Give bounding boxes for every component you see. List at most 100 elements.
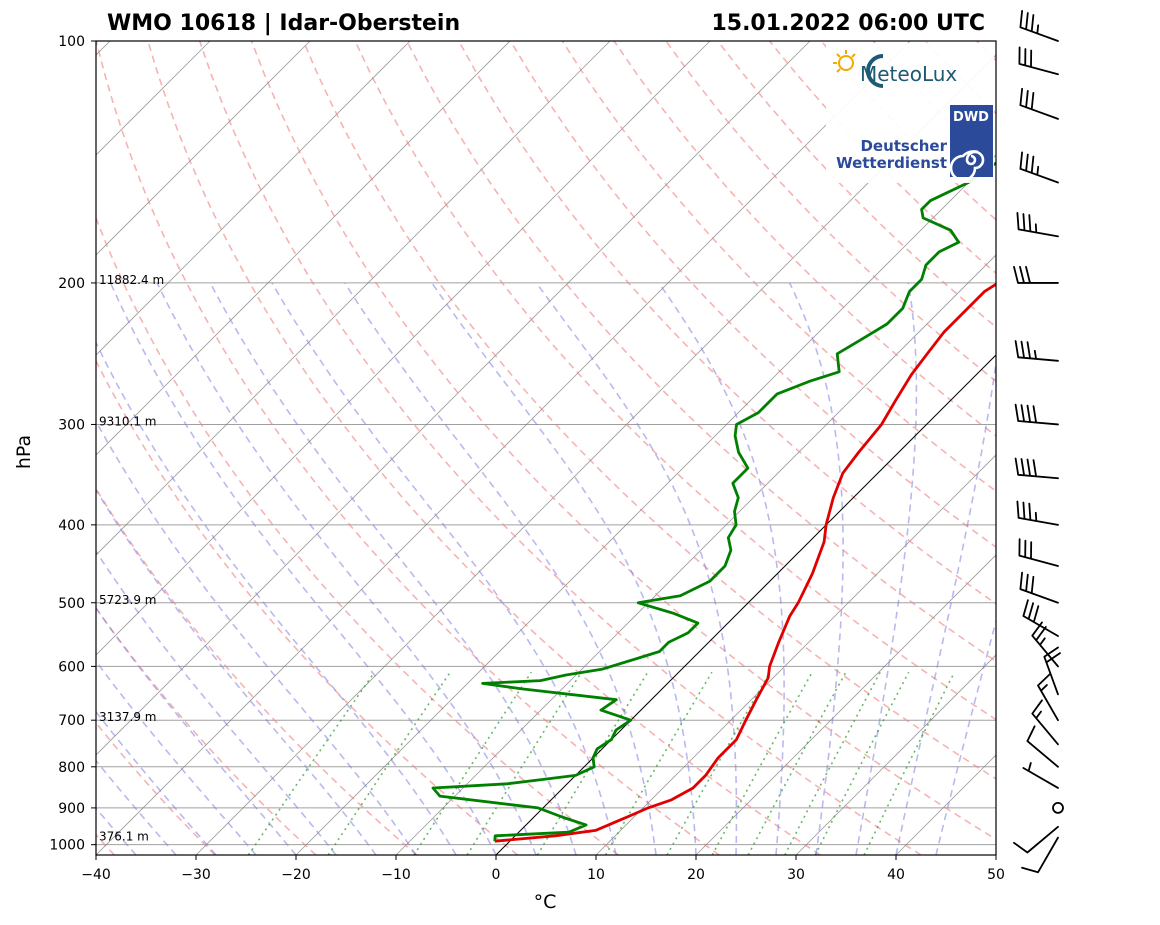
x-tick-label: 30 — [787, 867, 805, 883]
moist-adiabat-line — [535, 282, 738, 855]
meteolux-text: MeteoLux — [860, 62, 957, 86]
x-tick-label: 50 — [987, 867, 1005, 883]
background-lines — [0, 41, 996, 855]
wind-barb — [1021, 836, 1059, 874]
moist-adiabat-line — [788, 282, 844, 855]
height-label: 5723.9 m — [99, 593, 157, 607]
wind-barb — [1019, 10, 1059, 42]
dry-adiabat-line — [976, 41, 996, 62]
chart-title-station: WMO 10618 | Idar-Oberstein — [107, 11, 460, 36]
y-tick-label: 300 — [58, 417, 85, 433]
x-tick-label: −10 — [381, 867, 411, 883]
wind-barb — [1031, 699, 1059, 746]
isotherm-line — [96, 41, 911, 855]
isotherm-line — [96, 41, 511, 456]
x-tick-label: 40 — [887, 867, 905, 883]
isotherm-line — [595, 454, 996, 855]
y-tick-label: 700 — [58, 713, 85, 729]
dwd-logo: DWD Deutscher Wetterdienst — [836, 105, 993, 182]
height-label: 3137.9 m — [99, 710, 157, 724]
wind-barb — [1013, 266, 1059, 284]
y-tick-label: 100 — [58, 34, 85, 50]
moist-adiabat-line — [96, 710, 217, 855]
x-tick-label: −40 — [81, 867, 111, 883]
dry-adiabat-line — [96, 487, 418, 855]
mixing-ratio-line — [814, 671, 910, 855]
moist-adiabat-line — [935, 618, 996, 855]
isotherm-line — [96, 41, 611, 556]
dry-adiabat-line — [96, 41, 720, 855]
x-tick-label: 20 — [687, 867, 705, 883]
wind-barb — [1019, 87, 1059, 120]
moist-adiabat-line — [96, 659, 257, 855]
wind-barb — [1037, 673, 1059, 722]
isotherm-line — [96, 41, 711, 656]
moist-adiabat-line — [431, 282, 697, 855]
dry-adiabat-line — [96, 721, 216, 855]
dry-adiabat-line — [0, 41, 13, 855]
x-tick-label: 10 — [587, 867, 605, 883]
mixing-ratio-line — [711, 671, 813, 855]
isotherm-line — [96, 41, 411, 356]
moist-adiabat-line — [156, 282, 537, 855]
wind-barb — [1014, 457, 1059, 480]
wind-barb — [1019, 571, 1059, 604]
height-label: 9310.1 m — [99, 414, 157, 428]
x-tick-label: −20 — [281, 867, 311, 883]
sun-icon — [833, 50, 856, 73]
moist-adiabat-line — [271, 282, 617, 855]
wind-barb — [1013, 825, 1059, 854]
moist-adiabat-line — [344, 282, 657, 855]
profile-lines — [431, 161, 996, 843]
isotherm-line — [695, 554, 996, 855]
moist-adiabat-line — [96, 549, 337, 855]
dwd-badge-text: DWD — [953, 110, 989, 125]
isotherm-line — [795, 654, 996, 855]
isotherm-line — [96, 41, 811, 756]
y-tick-label: 500 — [58, 596, 85, 612]
wind-barb — [1014, 403, 1059, 426]
mixing-ratio-line — [604, 671, 713, 855]
y-tick-label: 1000 — [49, 838, 85, 854]
moist-adiabat-line — [855, 282, 918, 855]
y-tick-label: 800 — [58, 760, 85, 776]
wind-barb — [1018, 538, 1059, 567]
wind-barb — [1043, 646, 1061, 696]
isotherm-line — [395, 254, 996, 855]
x-tick-label: 0 — [492, 867, 501, 883]
moist-adiabat-line — [895, 357, 996, 855]
mixing-ratio-line — [666, 671, 771, 855]
height-label: 376.1 m — [99, 830, 149, 844]
height-label: 11882.4 m — [99, 273, 164, 287]
moist-adiabat-line — [96, 340, 457, 855]
mixing-ratio-line — [536, 671, 649, 855]
dwd-swirl-icon — [949, 150, 985, 182]
logos: MeteoLux DWD Deutscher Wetterdienst — [826, 43, 994, 183]
wind-barb — [1016, 500, 1059, 526]
wind-barb — [1022, 762, 1059, 789]
dry-adiabat-line — [458, 41, 996, 605]
moist-adiabat-line — [209, 282, 577, 855]
y-tick-label: 900 — [58, 801, 85, 817]
y-axis-label: hPa — [13, 435, 35, 469]
wind-barb — [1026, 725, 1059, 768]
y-tick-label: 600 — [58, 659, 85, 675]
moist-adiabat-line — [658, 282, 785, 855]
wind-barb — [1052, 802, 1064, 814]
wind-barb — [1019, 151, 1059, 184]
meteolux-arc-icon — [866, 54, 884, 88]
mixing-ratio-line — [784, 671, 881, 855]
wind-barbs — [1013, 10, 1064, 874]
y-tick-label: 400 — [58, 518, 85, 534]
y-axis: 100 200 300 400 500 600 700 800 900 1000 — [49, 34, 96, 854]
dry-adiabat-line — [354, 41, 996, 721]
isotherm-line — [96, 41, 311, 256]
dwd-line2: Wetterdienst — [836, 154, 947, 172]
wind-barb — [1031, 621, 1059, 668]
x-axis-label: °C — [534, 891, 557, 913]
moist-adiabat-line — [96, 759, 177, 855]
mixing-ratio-line — [247, 671, 376, 855]
dwd-line1: Deutscher — [860, 137, 947, 155]
wind-barb — [1018, 46, 1059, 76]
